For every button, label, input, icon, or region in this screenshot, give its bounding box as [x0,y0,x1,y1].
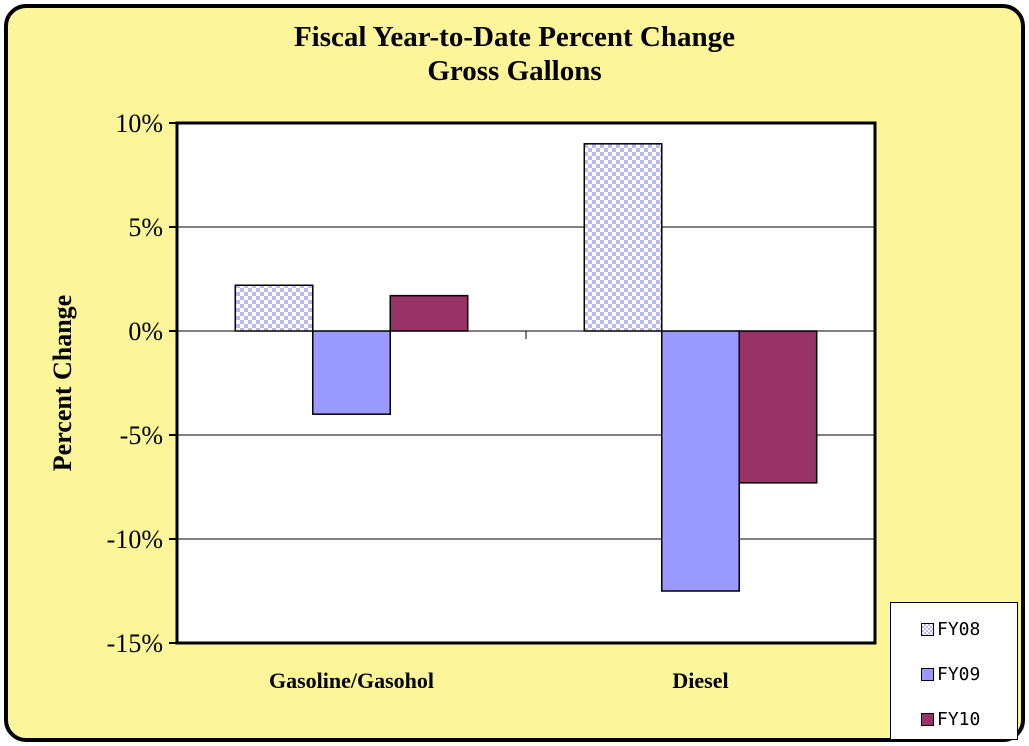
legend-label: FY09 [937,663,981,685]
x-category-label: Gasoline/Gasohol [269,668,434,693]
legend-label: FY10 [937,708,981,730]
legend-swatch [921,622,934,636]
bar-fy08-1 [583,143,663,332]
bars [234,143,818,592]
x-category-label: Diesel [672,668,728,693]
chart-title: Fiscal Year-to-Date Percent Change Gross… [0,20,1029,88]
y-tick-label: -5% [120,421,163,450]
y-axis-label: Percent Change [48,295,77,471]
legend-item-fy08: FY08 [921,617,980,641]
y-tick-label: 10% [115,109,163,138]
chart-title-line1: Fiscal Year-to-Date Percent Change [293,21,736,53]
legend: FY08 FY09 FY10 [890,602,1018,740]
y-tick-label: -15% [107,629,163,658]
bar-fy10-0 [389,294,469,332]
legend-swatch [921,667,934,681]
chart-subtitle: Gross Gallons [427,55,602,87]
bar-fy10-1 [738,330,818,484]
legend-label: FY08 [937,618,981,640]
plot-border [175,121,877,645]
y-tick-label: 5% [128,213,163,242]
legend-swatch [921,712,934,726]
bar-fy09-0 [312,330,391,415]
bar-fy08-0 [234,284,314,332]
legend-item-fy09: FY09 [921,662,980,686]
y-tick-label: 0% [128,317,163,346]
legend-item-fy10: FY10 [921,707,980,731]
bar-fy09-1 [661,330,740,592]
axes: 10% 5% 0% -5% -10% -15% Gasoline/Gasohol Diesel [107,109,875,693]
y-tick-label: -10% [107,525,163,554]
